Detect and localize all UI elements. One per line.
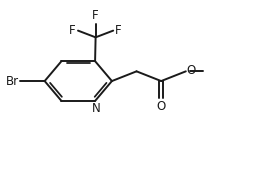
Text: F: F — [115, 24, 122, 37]
Text: F: F — [69, 24, 76, 37]
Text: F: F — [92, 9, 99, 22]
Text: N: N — [92, 102, 100, 115]
Text: O: O — [157, 100, 166, 113]
Text: Br: Br — [6, 75, 19, 88]
Text: O: O — [187, 64, 196, 77]
